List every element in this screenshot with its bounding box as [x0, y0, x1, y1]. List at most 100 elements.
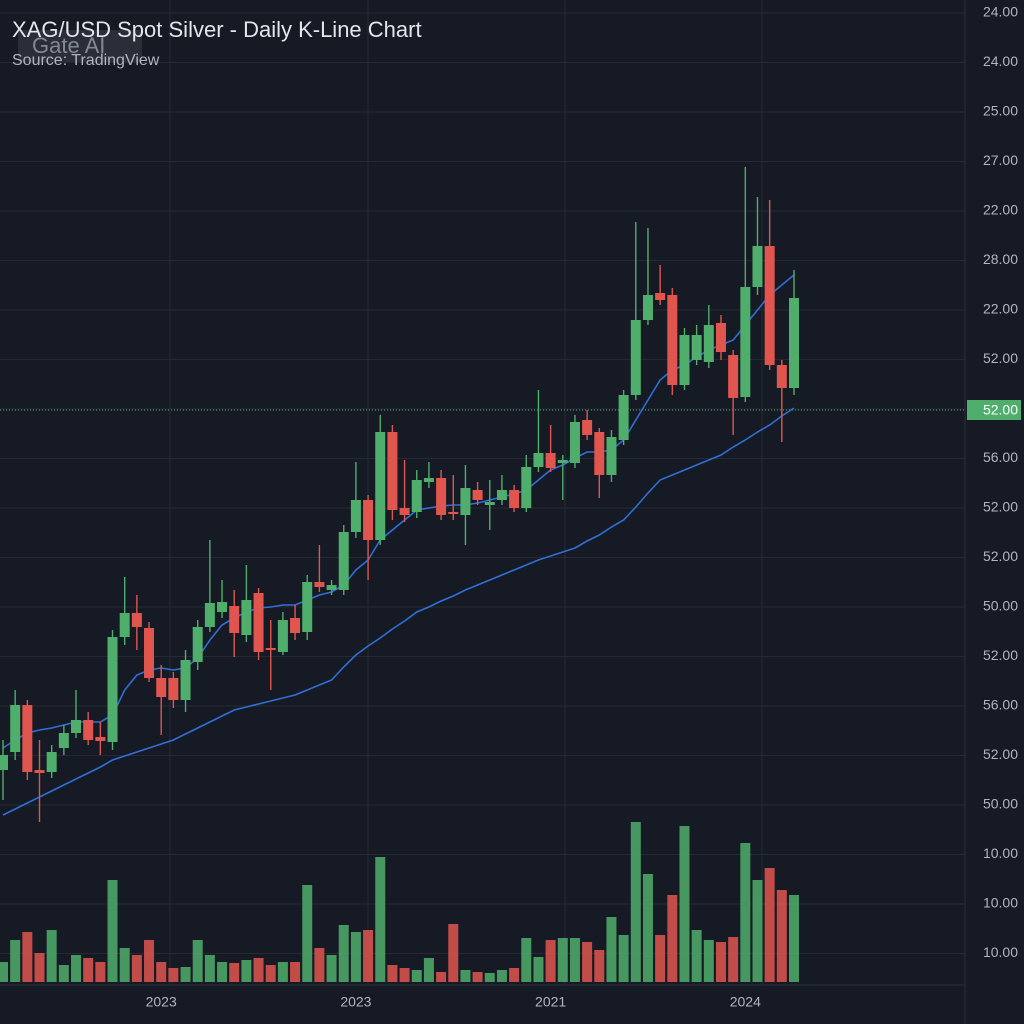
- y-tick-label: 24.00: [983, 4, 1018, 20]
- chart-title: XAG/USD Spot Silver - Daily K-Line Chart: [12, 17, 422, 42]
- last-price-tag: [967, 400, 1021, 420]
- candle-body: [667, 295, 678, 385]
- volume-bar: [667, 895, 678, 982]
- candle-body: [83, 720, 94, 740]
- volume-bar: [472, 972, 483, 982]
- volume-bar: [95, 962, 106, 982]
- candle-body: [703, 325, 714, 362]
- volume-bar: [46, 930, 57, 982]
- candle-body: [630, 320, 641, 395]
- moving-average-line: [2, 274, 795, 749]
- candle-body: [752, 246, 763, 287]
- moving-average-line: [2, 407, 795, 816]
- y-tick-label: 56.00: [983, 449, 1018, 465]
- candle-body: [192, 627, 203, 662]
- candle-body: [58, 733, 69, 748]
- volume-bar: [752, 880, 763, 982]
- volume-bar: [594, 950, 605, 982]
- candle-body: [533, 453, 544, 467]
- x-tick-label: 2024: [730, 994, 761, 1010]
- volume-bar: [630, 822, 641, 982]
- y-tick-label: 10.00: [983, 895, 1018, 911]
- volume-bar: [83, 958, 94, 982]
- candle-body: [679, 335, 690, 385]
- volume-bar: [521, 938, 532, 982]
- volume-bar: [277, 962, 288, 982]
- volume-bar: [728, 937, 739, 982]
- candle-body: [545, 453, 556, 468]
- candle-body: [655, 293, 666, 300]
- candle-body: [290, 618, 301, 633]
- candle-body: [423, 478, 434, 482]
- candle-body: [144, 628, 155, 678]
- candle-body: [350, 500, 361, 532]
- y-tick-label: 52.00: [983, 647, 1018, 663]
- candle-body: [375, 432, 386, 540]
- candle-body: [557, 460, 568, 463]
- candle-body: [95, 737, 106, 741]
- volume-bar: [448, 924, 459, 982]
- volume-bar: [168, 968, 179, 982]
- candle-body: [594, 432, 605, 475]
- candle-body: [448, 512, 459, 514]
- volume-bar: [484, 973, 495, 982]
- y-tick-label: 10.00: [983, 944, 1018, 960]
- candle-body: [107, 637, 118, 742]
- volume-bar: [229, 963, 240, 982]
- y-tick-label: 24.00: [983, 53, 1018, 69]
- candle-body: [740, 287, 751, 397]
- volume-bar: [131, 955, 142, 982]
- y-tick-label: 50.00: [983, 598, 1018, 614]
- volume-bar: [34, 953, 45, 982]
- y-tick-label: 22.00: [983, 301, 1018, 317]
- volume-bar: [764, 868, 775, 982]
- volume-bar: [606, 917, 617, 982]
- volume-bar: [776, 890, 787, 982]
- x-tick-label: 2023: [146, 994, 177, 1010]
- volume-bar: [253, 958, 264, 982]
- candle-body: [387, 432, 398, 510]
- volume-bar: [509, 968, 520, 982]
- y-tick-label: 52.00: [983, 746, 1018, 762]
- volume-bar: [387, 965, 398, 982]
- x-tick-label: 2023: [340, 994, 371, 1010]
- watermark: Gate AI: [32, 33, 105, 58]
- volume-bar: [338, 925, 349, 982]
- candle-body: [265, 648, 276, 650]
- volume-bar: [290, 962, 301, 982]
- chart-subtitle: Source: TradingView: [12, 52, 160, 69]
- y-tick-label: 52.00: [983, 499, 1018, 515]
- volume-bar: [204, 955, 215, 982]
- volume-bar: [496, 970, 507, 982]
- volume-bar: [533, 957, 544, 982]
- candle-body: [642, 295, 653, 320]
- candle-body: [363, 500, 374, 540]
- candle-body: [22, 705, 33, 772]
- candle-body: [509, 490, 520, 508]
- volume-bar: [0, 962, 8, 982]
- candle-body: [314, 582, 325, 587]
- candle-body: [217, 602, 228, 612]
- volume-bar: [399, 968, 410, 982]
- y-tick-label: 25.00: [983, 103, 1018, 119]
- volume-bar: [192, 940, 203, 982]
- volume-bar: [241, 960, 252, 982]
- candle-body: [460, 488, 471, 515]
- candle-body: [436, 478, 447, 515]
- candle-body: [764, 246, 775, 365]
- volume-bar: [144, 940, 155, 982]
- volume-bar: [10, 940, 21, 982]
- volume-bar: [156, 962, 167, 982]
- volume-bar: [655, 935, 666, 982]
- candle-body: [582, 420, 593, 435]
- candle-body: [131, 613, 142, 627]
- volume-bar: [557, 938, 568, 982]
- volume-bar: [411, 970, 422, 982]
- candle-body: [715, 323, 726, 352]
- candle-body: [0, 755, 8, 770]
- candle-body: [789, 298, 799, 388]
- volume-bar: [789, 895, 799, 982]
